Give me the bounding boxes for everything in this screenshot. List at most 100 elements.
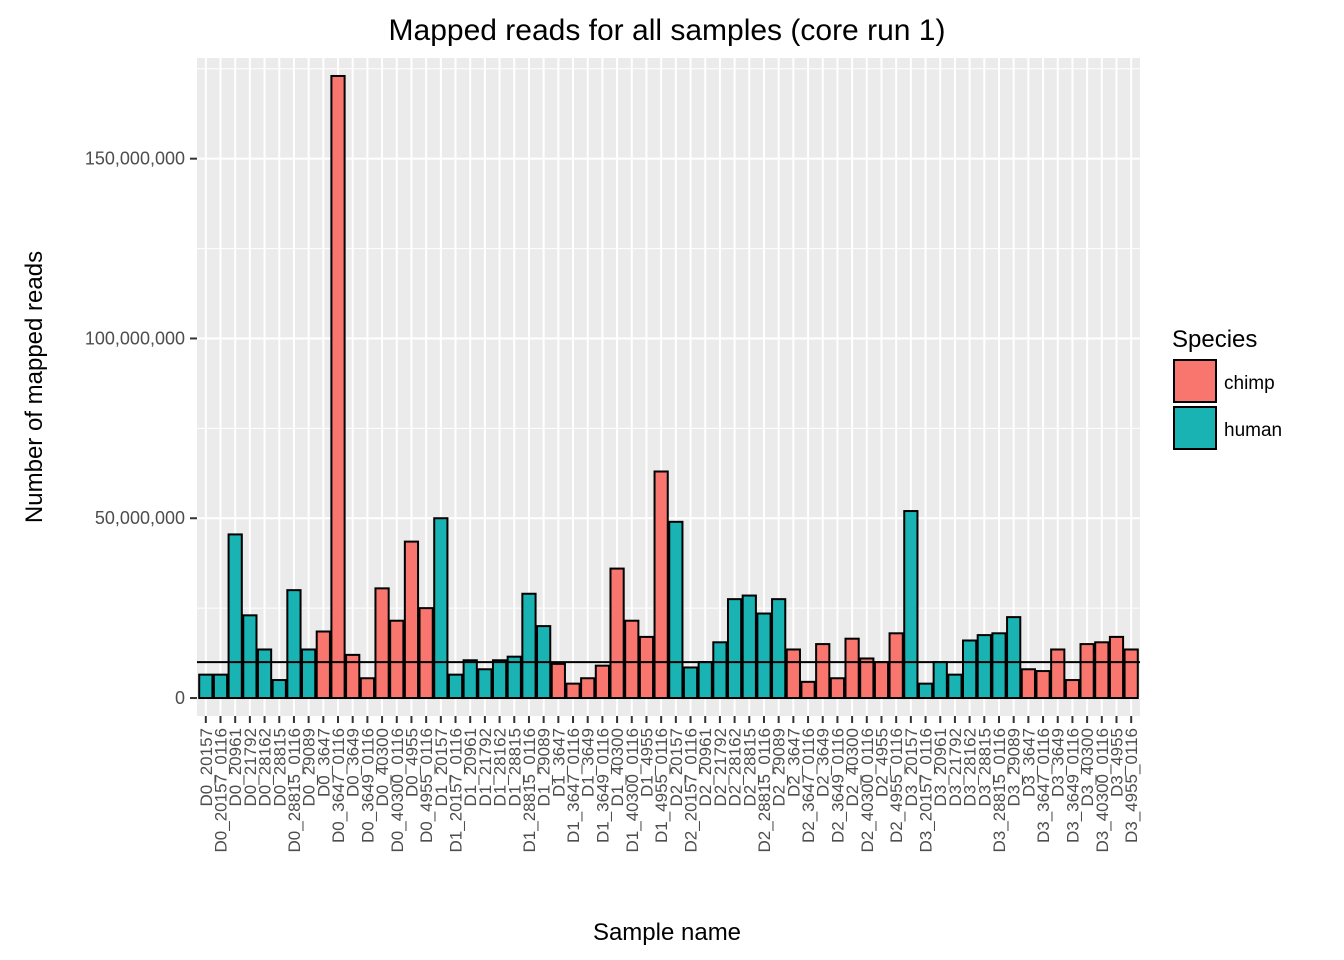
- bar-D0_40300_0116: [389, 619, 405, 700]
- x-tick-label: D0_20157_0116: [212, 728, 231, 852]
- bar-D3_29089: [1006, 616, 1022, 700]
- chart-title: Mapped reads for all samples (core run 1…: [389, 14, 946, 47]
- bar-D2_40300_0116: [859, 657, 875, 700]
- bar-D3_21792: [947, 673, 963, 700]
- bar-D0_20961: [227, 533, 243, 700]
- x-tick-label: D2_29089: [770, 728, 789, 806]
- bar-D1_20157: [433, 517, 449, 700]
- bar-D0_29089: [301, 648, 317, 700]
- x-tick-label: D1_4955_0116: [652, 728, 671, 843]
- x-tick-label: D3_3647: [1019, 728, 1038, 797]
- bar-D3_4955: [1108, 635, 1125, 700]
- x-tick-label: D1_3649: [579, 728, 598, 797]
- x-tick-label: D1_40300_0116: [623, 728, 642, 852]
- bar-D2_21792: [712, 641, 728, 700]
- y-tick-label: 100,000,000: [85, 328, 185, 348]
- bar-D3_3647: [1020, 668, 1036, 700]
- bar-D2_20961: [697, 661, 713, 700]
- bar-D2_4955: [873, 661, 890, 700]
- x-tick-label: D3_21792: [946, 728, 965, 806]
- legend-label-human: human: [1224, 420, 1282, 441]
- x-tick-label: D0_21792: [241, 728, 260, 806]
- bar-D3_28815_0116: [991, 632, 1007, 700]
- legend-swatch-chimp: [1173, 359, 1217, 403]
- x-tick-label: D3_20157_0116: [917, 728, 936, 852]
- bar-D1_20157_0116: [447, 673, 464, 700]
- x-tick-label: D3_28815_0116: [990, 728, 1009, 852]
- bar-D3_4955_0116: [1123, 648, 1139, 700]
- x-tick-label: D2_20157_0116: [682, 728, 701, 852]
- x-tick-label: D3_28815: [975, 728, 994, 806]
- bar-D0_3649_0116: [359, 677, 375, 700]
- bar-D3_20157: [903, 510, 919, 700]
- x-tick-label: D3_40300_0116: [1093, 728, 1112, 852]
- x-tick-label: D1_29089: [535, 728, 554, 806]
- bar-D2_28815_0116: [756, 612, 772, 700]
- x-axis-title: Sample name: [593, 919, 741, 946]
- y-axis-title: Number of mapped reads: [21, 251, 48, 523]
- bar-D2_28815: [741, 594, 757, 700]
- x-tick-label: D0_3647_0116: [329, 728, 348, 843]
- x-tick-label: D1_40300: [608, 728, 627, 806]
- x-tick-label: D0_40300_0116: [388, 728, 407, 852]
- bar-D0_4955: [403, 540, 420, 700]
- bars-group: [198, 74, 1139, 700]
- bar-D3_20157_0116: [917, 682, 934, 700]
- bar-D2_3647_0116: [800, 680, 816, 700]
- x-tick-label: D0_4955: [402, 728, 421, 797]
- bar-D1_28162: [491, 659, 508, 700]
- bar-D3_3649_0116: [1064, 679, 1081, 700]
- x-tick-label: D1_4955: [637, 728, 656, 797]
- y-axis: 0 50,000,000 100,000,000 150,000,000: [85, 149, 197, 708]
- bar-D0_40300: [374, 587, 390, 700]
- bar-D1_3647: [550, 662, 566, 700]
- bar-D3_28162: [962, 639, 978, 700]
- x-tick-label: D3_20961: [931, 728, 950, 806]
- x-tick-label: D1_20961: [461, 728, 480, 806]
- x-tick-label: D3_3649: [1049, 728, 1068, 797]
- y-tick-label: 0: [175, 688, 185, 708]
- x-tick-label: D0_3649: [344, 728, 363, 797]
- x-tick-label: D2_40300: [843, 728, 862, 806]
- bar-D0_21792: [242, 614, 258, 700]
- legend: Species chimp human: [1172, 326, 1282, 450]
- bar-D0_28162: [256, 648, 273, 700]
- bar-D1_4955_0116: [653, 470, 669, 700]
- bar-D0_28815: [271, 679, 287, 700]
- bar-D1_40300_0116: [624, 619, 640, 700]
- bar-D2_3649: [815, 643, 831, 700]
- x-tick-label: D2_40300_0116: [858, 728, 877, 852]
- y-tick-label: 50,000,000: [95, 508, 185, 528]
- legend-swatch-human: [1173, 406, 1217, 450]
- bar-D2_28162: [726, 598, 743, 700]
- x-tick-label: D3_28162: [961, 728, 980, 806]
- x-tick-label: D0_20961: [226, 728, 245, 806]
- bar-D0_20157: [198, 673, 214, 700]
- x-tick-label: D3_20157: [902, 728, 921, 806]
- x-tick-label: D2_3647: [784, 728, 803, 797]
- x-tick-label: D0_4955_0116: [417, 728, 436, 843]
- y-tick-label: 150,000,000: [85, 149, 185, 169]
- x-tick-label: D3_40300: [1078, 728, 1097, 806]
- x-tick-label: D1_3649_0116: [593, 728, 612, 843]
- bar-D0_4955_0116: [418, 607, 434, 700]
- bar-D1_4955: [638, 635, 655, 700]
- x-tick-label: D2_28162: [726, 728, 745, 806]
- x-tick-label: D2_3649: [814, 728, 833, 797]
- x-tick-label: D1_3647: [549, 728, 568, 797]
- bar-D2_3649_0116: [829, 677, 846, 700]
- x-tick-label: D2_20961: [696, 728, 715, 806]
- x-tick-label: D3_4955: [1107, 728, 1126, 797]
- bar-D3_20961: [932, 661, 948, 700]
- x-tick-label: D1_28815: [505, 728, 524, 806]
- x-tick-label: D2_21792: [711, 728, 730, 806]
- bar-D1_3647_0116: [565, 682, 581, 700]
- legend-label-chimp: chimp: [1224, 373, 1275, 394]
- bar-D3_40300: [1079, 643, 1095, 700]
- bar-D2_20157: [668, 520, 684, 700]
- x-tick-label: D3_4955_0116: [1122, 728, 1141, 843]
- bar-D1_28815_0116: [521, 592, 537, 700]
- bar-D1_28815: [506, 655, 522, 700]
- bar-D2_29089: [771, 598, 787, 700]
